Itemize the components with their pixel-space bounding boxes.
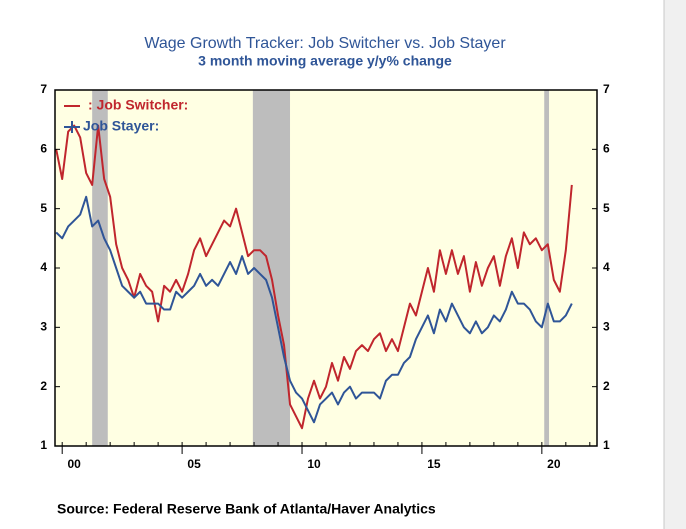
y2-tick-label: 5 (603, 201, 610, 215)
y-tick-label: 6 (40, 142, 47, 156)
y2-tick-label: 1 (603, 438, 610, 452)
recession-band (544, 90, 550, 446)
y-tick-label: 4 (40, 260, 47, 274)
y2-tick-label: 6 (603, 142, 610, 156)
series-line (55, 195, 573, 424)
recession-band (252, 90, 291, 446)
y-tick-label: 1 (40, 438, 47, 452)
y2-tick-label: 7 (603, 82, 610, 96)
series-line (55, 124, 573, 430)
chart-subtitle: 3 month moving average y/y% change (198, 53, 452, 69)
source: Source: Federal Reserve Bank of Atlanta/… (57, 501, 436, 517)
y-tick-label: 2 (40, 379, 47, 393)
y2-tick-label: 4 (603, 260, 610, 274)
chart-title: Wage Growth Tracker: Job Switcher vs. Jo… (144, 35, 506, 52)
marks (55, 90, 573, 446)
x-tick-label: 15 (427, 457, 441, 471)
y2-tick-label: 3 (603, 320, 610, 334)
y-tick-label: 7 (40, 82, 47, 96)
plot-area (55, 90, 597, 446)
x-tick-label: 20 (547, 457, 561, 471)
y-tick-label: 5 (40, 201, 47, 215)
y2-tick-label: 2 (603, 379, 610, 393)
x-tick-label: 00 (68, 457, 82, 471)
x-tick-label: 10 (307, 457, 321, 471)
y-tick-label: 3 (40, 320, 47, 334)
x-tick-label: 05 (187, 457, 201, 471)
legend-label: : Job Switcher: (88, 97, 188, 113)
side-strip (664, 0, 686, 529)
legend-label: Job Stayer: (83, 118, 159, 134)
